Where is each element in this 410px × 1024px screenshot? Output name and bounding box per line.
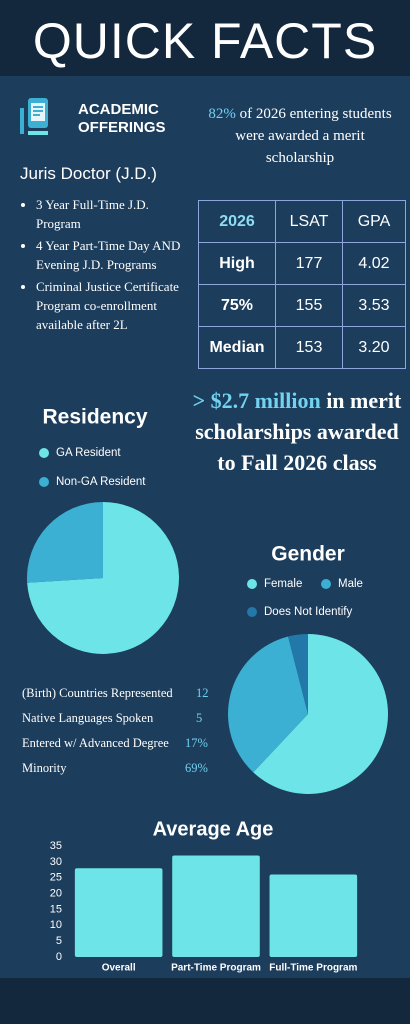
y-tick-label: 35 [50,840,62,852]
chart-title: Average Age [153,818,274,840]
legend-label: GA Resident [56,447,121,459]
x-tick-label: Overall [102,963,136,974]
cell: 3.53 [342,284,406,327]
header-cell: 2026 [198,200,276,243]
legend-swatch [247,607,257,617]
stat-value: 5 [196,711,203,725]
highlight: > $2.7 million [192,388,321,413]
legend-label: Does Not Identify [264,606,352,618]
pie-slice [288,634,308,714]
pie-slice [26,502,103,583]
stat-label: Minority [22,761,67,775]
stat-label: (Birth) Countries Represented [22,686,173,700]
legend-swatch [39,477,49,487]
text: in merit scholarships awarded to Fall 20… [195,388,402,475]
stats-table: 2026 LSAT GPA High 177 4.02 75% 155 3.53… [198,200,406,369]
cell: 3.20 [342,326,406,369]
row-label: High [198,242,276,285]
cell: 4.02 [342,242,406,285]
y-tick-label: 20 [50,887,62,899]
bullet-list: 3 Year Full-Time J.D. Program 4 Year Par… [22,195,182,337]
y-tick-label: 25 [50,872,62,884]
stat-row: (Birth) Countries Represented 12 [22,686,222,711]
stat-value: 12 [196,686,209,700]
bar [172,855,260,957]
legend-swatch [39,448,49,458]
chart-title: Gender [271,543,345,566]
stat-label: Native Languages Spoken [22,711,154,725]
header-cell: GPA [342,200,406,243]
header-band [0,0,410,76]
pie-slice [227,636,308,773]
text: of 2026 entering students were awarded a… [235,106,392,166]
page-title: QUICK FACTS [32,13,378,69]
stat-label: Entered w/ Advanced Degree [22,736,169,750]
x-tick-label: Part-Time Program [171,963,261,974]
bullet: 3 Year Full-Time J.D. Program [36,195,182,233]
section-heading: ACADEMIC OFFERINGS [78,101,166,136]
y-tick-label: 5 [56,935,62,947]
footer-band [0,978,410,1024]
y-tick-label: 0 [56,951,62,963]
chart-title: Residency [42,406,147,429]
bullet: 4 Year Part-Time Day AND Evening J.D. Pr… [36,236,182,274]
y-tick-label: 15 [50,903,62,915]
program-title: Juris Doctor (J.D.) [20,164,157,183]
row-label: 75% [198,284,276,327]
legend-swatch [321,579,331,589]
legend-label: Male [338,578,363,590]
row-label: Median [198,326,276,369]
pie-slice [27,502,180,654]
award-text: > $2.7 million in merit scholarships awa… [192,385,402,478]
stat-row: Entered w/ Advanced Degree 17% [22,736,222,761]
stat-row: Native Languages Spoken 5 [22,711,222,736]
cell: 153 [275,326,343,369]
pie-slice [253,634,389,795]
stat-value: 17% [185,736,208,750]
bar [74,868,163,957]
x-tick-label: Full-Time Program [269,963,357,974]
bullet: Criminal Justice Certificate Program co-… [36,277,182,334]
y-tick-label: 30 [50,856,62,868]
icon [20,98,48,135]
y-tick-label: 10 [50,919,62,931]
scholarship-text: 82% of 2026 entering students were award… [205,103,395,169]
legend-label: Female [264,578,302,590]
cell: 155 [275,284,343,327]
bar [269,874,358,957]
cell: 177 [275,242,343,285]
highlight: 82% [208,106,236,122]
stat-row: Minority 69% [22,761,222,786]
legend-label: Non-GA Resident [56,476,146,488]
legend-swatch [247,579,257,589]
stat-value: 69% [185,761,208,775]
header-cell: LSAT [275,200,343,243]
stats-list: (Birth) Countries Represented 12 Native La… [22,686,222,786]
